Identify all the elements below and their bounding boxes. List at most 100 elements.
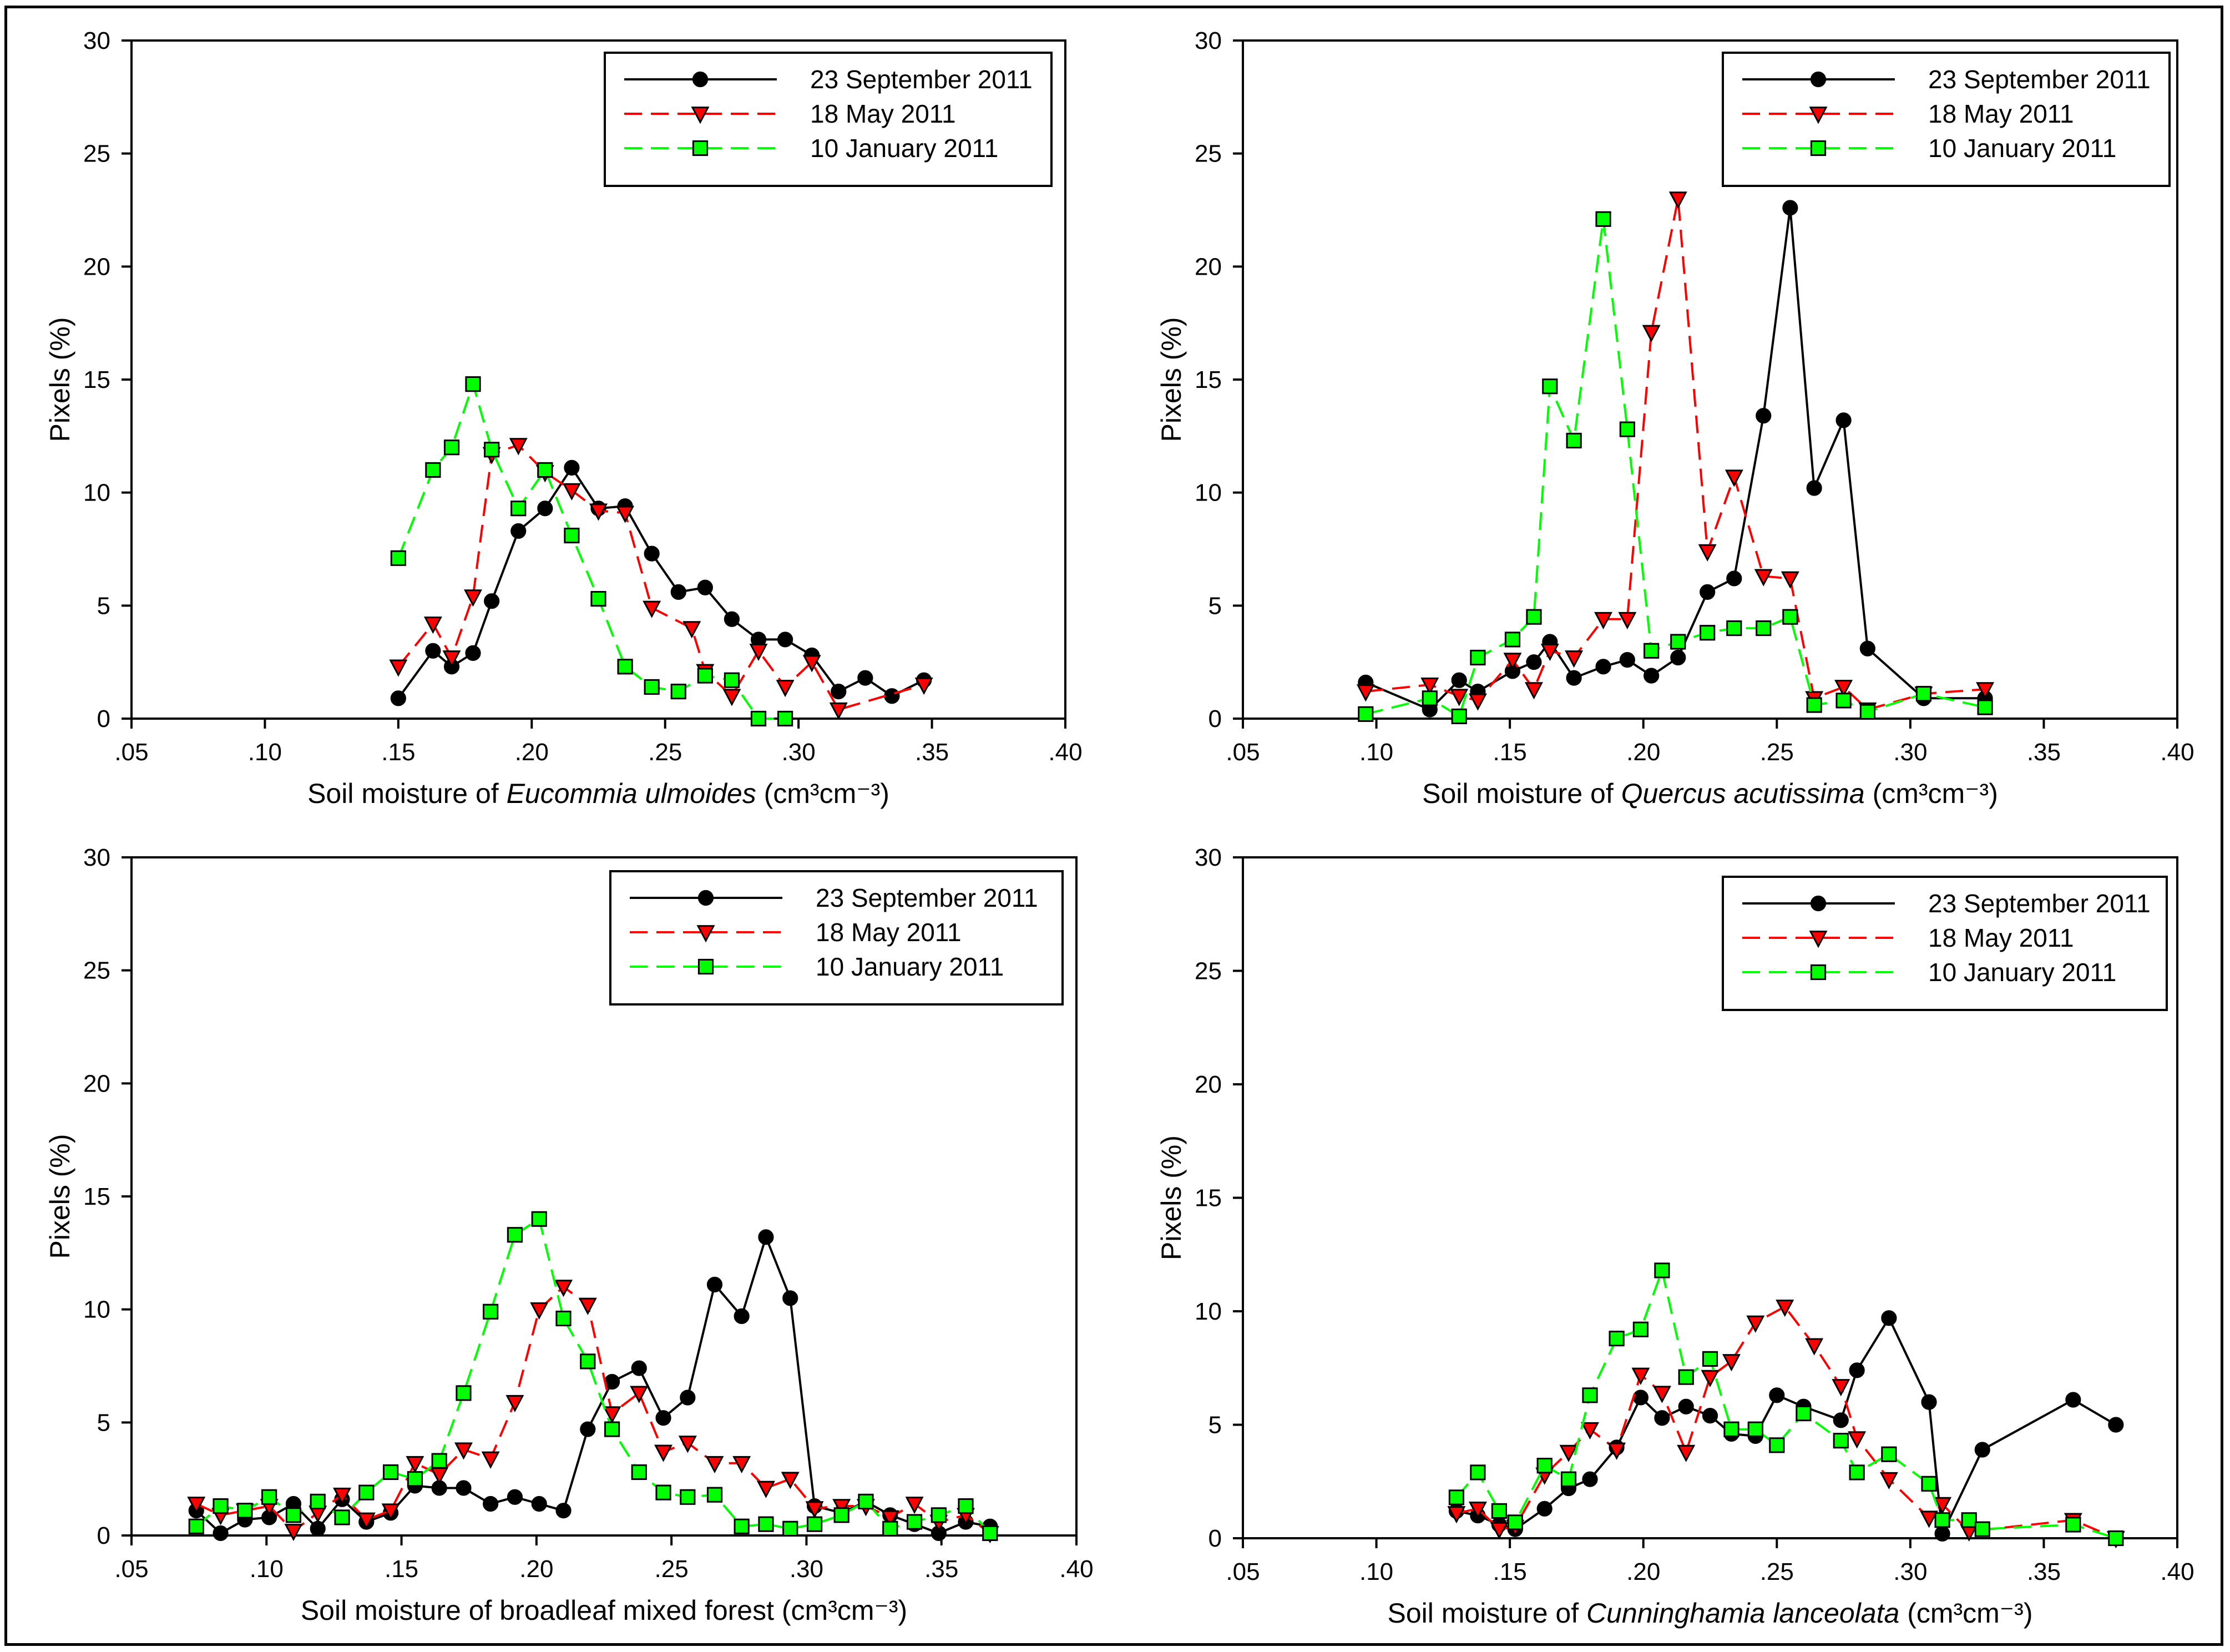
x-tick-label: .40 xyxy=(1059,1555,1093,1583)
data-point xyxy=(425,643,441,659)
data-point xyxy=(465,376,481,392)
data-point xyxy=(390,690,406,706)
data-point xyxy=(749,643,768,661)
data-point xyxy=(1726,570,1742,587)
y-tick-label: 15 xyxy=(83,1183,110,1210)
x-axis-label: Soil moisture of broadleaf mixed forest … xyxy=(301,1595,907,1626)
x-tick-label: .30 xyxy=(790,1555,823,1583)
data-point xyxy=(261,1489,277,1505)
data-point xyxy=(782,1520,798,1537)
data-point xyxy=(678,1436,697,1453)
data-point xyxy=(1796,1405,1812,1422)
series-line xyxy=(195,1234,990,1535)
x-tick-label: .40 xyxy=(1048,739,1082,766)
data-point xyxy=(237,1503,253,1519)
data-point xyxy=(1881,1310,1897,1326)
x-tick-label: .20 xyxy=(1626,739,1660,766)
y-tick-label: 10 xyxy=(83,1296,110,1323)
data-point xyxy=(1609,1330,1625,1347)
data-point xyxy=(484,593,500,609)
data-point xyxy=(697,668,713,684)
legend-box xyxy=(1722,52,2171,187)
data-point xyxy=(1678,1398,1694,1414)
data-point xyxy=(505,1395,524,1413)
data-point xyxy=(589,503,608,521)
y-tick-label: 25 xyxy=(1195,140,1222,168)
data-point xyxy=(431,1453,447,1469)
series-2 xyxy=(390,376,793,727)
data-point xyxy=(1670,649,1686,666)
data-point xyxy=(680,1390,696,1406)
data-point xyxy=(1524,682,1543,700)
y-axis-label: Pixels (%) xyxy=(1156,1135,1187,1260)
data-point xyxy=(906,1514,923,1530)
data-point xyxy=(390,550,406,566)
legend: 23 September 2011 18 May 2011 10 January 2… xyxy=(1722,52,2171,187)
data-point xyxy=(1503,653,1522,670)
legend-label: 10 January 2011 xyxy=(810,134,998,163)
x-tick-label: .40 xyxy=(2160,1558,2194,1585)
data-point xyxy=(1560,1471,1577,1487)
data-point xyxy=(1451,708,1467,725)
data-point xyxy=(1849,1464,1865,1481)
data-point xyxy=(1422,690,1438,706)
legend-box xyxy=(609,870,1064,1006)
data-point xyxy=(644,545,660,562)
legend-marker xyxy=(1810,140,1827,156)
data-point xyxy=(603,1406,621,1424)
data-point xyxy=(1678,1369,1694,1385)
data-point xyxy=(562,483,581,501)
data-point xyxy=(1934,1512,1950,1528)
data-point xyxy=(1702,1408,1718,1424)
chart-panel-top-left: .05 .10 .15 .20 .25 .30 .35 .40 0 5 10 15 20 25 30 Pixe… xyxy=(44,27,1083,809)
data-point xyxy=(1644,643,1660,659)
data-point xyxy=(756,1481,775,1498)
data-point xyxy=(1726,620,1742,636)
data-point xyxy=(537,501,553,517)
y-tick-label: 15 xyxy=(1195,1185,1222,1212)
data-point xyxy=(1769,1387,1785,1403)
data-point xyxy=(1619,651,1635,668)
data-point xyxy=(510,523,527,539)
series-line xyxy=(397,443,924,711)
data-point xyxy=(1504,632,1521,648)
data-point xyxy=(706,1276,723,1292)
x-tick-label: .10 xyxy=(1359,739,1393,766)
data-point xyxy=(1536,1501,1553,1517)
data-point xyxy=(1470,1464,1486,1481)
data-point xyxy=(1806,697,1822,713)
data-point xyxy=(1491,1503,1507,1519)
legend-marker xyxy=(1810,895,1827,912)
series-2 xyxy=(188,1211,998,1542)
x-tick-label: .10 xyxy=(248,739,282,766)
data-point xyxy=(931,1507,947,1523)
data-point xyxy=(750,710,767,727)
data-point xyxy=(578,1297,597,1315)
series-line xyxy=(1366,198,1985,711)
data-point xyxy=(484,442,500,458)
data-point xyxy=(1536,1458,1553,1474)
data-point xyxy=(285,1507,302,1523)
data-point xyxy=(358,1484,375,1501)
data-point xyxy=(1594,612,1613,630)
data-point xyxy=(1746,1315,1765,1333)
data-point xyxy=(1654,1262,1670,1279)
data-point xyxy=(1782,609,1798,625)
data-point xyxy=(2065,1392,2081,1408)
data-point xyxy=(1448,1489,1465,1506)
data-point xyxy=(724,672,740,688)
data-point xyxy=(617,659,633,675)
data-point xyxy=(781,1472,800,1489)
data-point xyxy=(1701,1370,1720,1387)
data-point xyxy=(1507,1514,1523,1530)
legend-box xyxy=(604,52,1053,187)
data-point xyxy=(1859,704,1875,720)
data-point xyxy=(631,1464,647,1481)
data-point xyxy=(1961,1512,1977,1528)
y-tick-label: 20 xyxy=(83,253,110,280)
data-point xyxy=(1915,686,1932,702)
data-point xyxy=(1879,1472,1898,1489)
y-tick-label: 20 xyxy=(1195,1071,1222,1098)
data-point xyxy=(1723,1421,1739,1437)
